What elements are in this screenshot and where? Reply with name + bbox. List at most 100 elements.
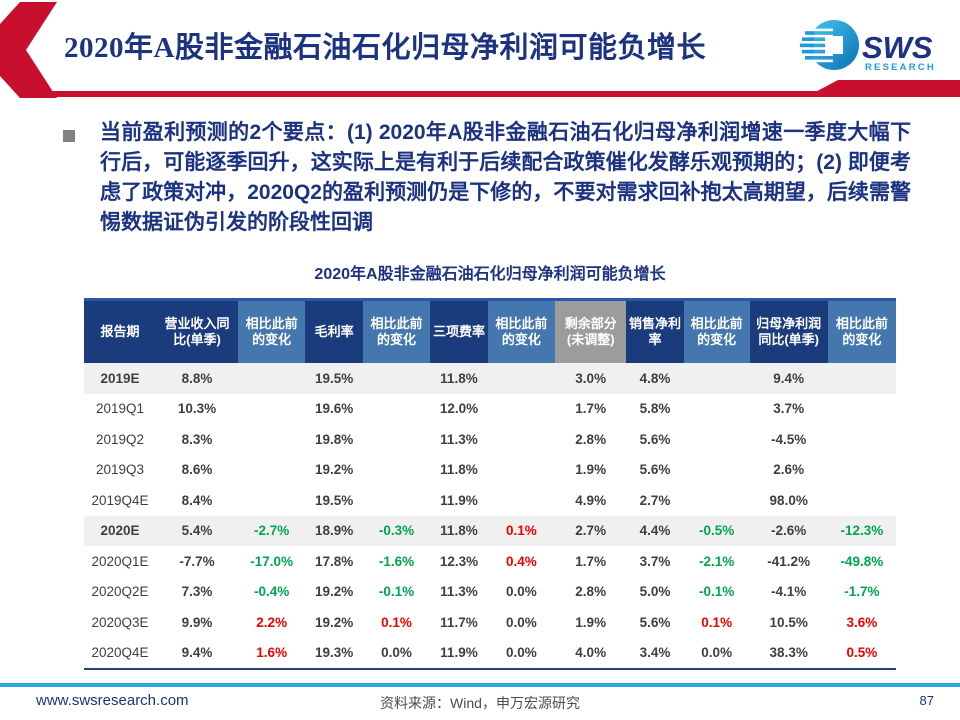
source-note: 资料来源：Wind，申万宏源研究 — [380, 695, 580, 711]
period-cell: 2020Q3E — [91, 614, 149, 630]
value-cell: 38.3% — [769, 645, 808, 661]
value-cell — [488, 485, 555, 516]
value-cell: 12.3% — [439, 553, 479, 569]
value-cell: 2.7% — [575, 523, 607, 539]
value-cell: 10.5% — [769, 614, 808, 630]
value-cell: 19.5% — [314, 370, 354, 386]
value-cell: 0.5% — [846, 645, 878, 661]
column-header: 相比此前的变化 — [683, 298, 750, 363]
value-cell: 5.6% — [639, 462, 671, 478]
value-cell: 4.4% — [639, 523, 671, 539]
value-cell: 8.8% — [181, 370, 213, 386]
value-cell: -12.3% — [840, 523, 884, 539]
period-cell: 2019Q1 — [95, 401, 145, 417]
value-cell: 18.9% — [314, 523, 354, 539]
value-cell: -0.1% — [378, 584, 415, 600]
value-cell: 2.8% — [575, 431, 607, 447]
table-header-row: 报告期 营业收入同比(单季) 相比此前的变化 毛利率 相比此前的变化 三项费率 相比此前的变… — [84, 298, 896, 363]
value-cell: 10.3% — [177, 401, 217, 417]
sws-globe-icon: SWS RESEARCH — [800, 20, 936, 73]
value-cell — [828, 363, 896, 394]
column-header: 归母净利润同比(单季) — [749, 298, 828, 363]
value-cell: 0.1% — [381, 614, 412, 630]
value-cell — [488, 363, 555, 394]
header-ribbon — [0, 2, 960, 98]
value-cell: 5.4% — [181, 523, 213, 539]
value-cell: -0.1% — [699, 584, 735, 600]
column-header: 毛利率 — [305, 298, 363, 363]
value-cell: 11.3% — [440, 431, 478, 447]
value-cell — [238, 363, 305, 394]
period-cell: 2019Q3 — [95, 462, 145, 478]
value-cell — [238, 485, 305, 516]
column-header: 三项费率 — [430, 298, 488, 363]
value-cell: 8.4% — [181, 492, 213, 508]
value-cell: 4.0% — [575, 645, 607, 661]
value-cell — [488, 455, 555, 486]
value-cell: -2.6% — [771, 523, 807, 539]
value-cell: 11.8% — [440, 523, 478, 539]
value-cell: 3.4% — [639, 645, 671, 661]
value-cell — [684, 485, 750, 516]
value-cell: -2.1% — [699, 553, 735, 569]
header-ribbon-right-block — [806, 80, 960, 97]
value-cell: 5.6% — [639, 614, 671, 630]
value-cell: 1.7% — [575, 553, 607, 569]
table-row: 2020Q1E -7.7% -17.0% 17.8% -1.6% 12.3% 0.4% 1.7… — [84, 546, 896, 577]
value-cell — [238, 424, 305, 455]
value-cell: 1.6% — [256, 645, 288, 661]
period-cell: 2020Q4E — [91, 645, 149, 661]
column-header: 剩余部分(未调整) — [555, 298, 627, 363]
value-cell: -1.7% — [844, 584, 880, 600]
value-cell: 9.9% — [181, 614, 213, 630]
value-cell — [363, 455, 430, 486]
value-cell: 19.8% — [314, 431, 354, 447]
footer-divider — [0, 683, 960, 687]
sws-logo: SWS RESEARCH — [800, 16, 950, 81]
value-cell — [238, 455, 305, 486]
value-cell: 19.3% — [314, 645, 354, 661]
table-row: 2020Q3E 9.9% 2.2% 19.2% 0.1% 11.7% 0.0% 1.9% 5.6… — [84, 607, 896, 638]
value-cell: 12.0% — [439, 401, 479, 417]
key-points: 当前盈利预测的2个要点：(1) 2020年A股非金融石油石化归母净利润增速一季度… — [63, 118, 911, 238]
value-cell: 19.2% — [314, 462, 354, 478]
value-cell — [238, 394, 305, 425]
value-cell: 9.4% — [181, 645, 213, 661]
table-row: 2019Q4E 8.4% 19.5% 11.9% 4.9% 2.7% 98.0% — [84, 485, 896, 516]
value-cell — [488, 424, 555, 455]
value-cell: 3.6% — [846, 614, 878, 630]
value-cell: 0.1% — [505, 523, 537, 539]
value-cell: 19.2% — [314, 584, 354, 600]
value-cell: 0.0% — [505, 645, 537, 661]
value-cell: 1.7% — [575, 401, 607, 417]
value-cell: 3.7% — [773, 401, 805, 417]
bullet-square-icon — [63, 130, 75, 142]
column-header: 销售净利率 — [626, 298, 684, 363]
sws-logo-subtext: RESEARCH — [865, 62, 936, 73]
table-row: 2019Q2 8.3% 19.8% 11.3% 2.8% 5.6% -4.5% — [84, 424, 896, 455]
website-link[interactable]: www.swsresearch.com — [36, 692, 189, 709]
value-cell: -17.0% — [250, 553, 294, 569]
column-header: 相比此前的变化 — [237, 298, 306, 363]
value-cell: 0.0% — [505, 584, 537, 600]
sws-logo-text: SWS — [862, 30, 933, 65]
value-cell: -41.2% — [767, 553, 811, 569]
value-cell — [684, 424, 750, 455]
value-cell — [828, 424, 896, 455]
value-cell — [828, 485, 896, 516]
period-cell: 2019E — [100, 370, 140, 386]
value-cell: 17.8% — [314, 553, 354, 569]
value-cell: 3.0% — [575, 370, 607, 386]
value-cell: 4.8% — [639, 370, 671, 386]
column-header: 营业收入同比(单季) — [156, 298, 238, 363]
page-number: 87 — [919, 693, 934, 708]
table-title: 2020年A股非金融石油石化归母净利润可能负增长 — [314, 266, 666, 283]
value-cell: 9.4% — [773, 370, 805, 386]
header-ribbon-line — [26, 91, 960, 97]
value-cell — [363, 424, 430, 455]
value-cell: 0.1% — [701, 614, 733, 630]
period-cell: 2019Q2 — [95, 431, 145, 447]
value-cell — [488, 394, 555, 425]
value-cell: 8.3% — [181, 431, 213, 447]
